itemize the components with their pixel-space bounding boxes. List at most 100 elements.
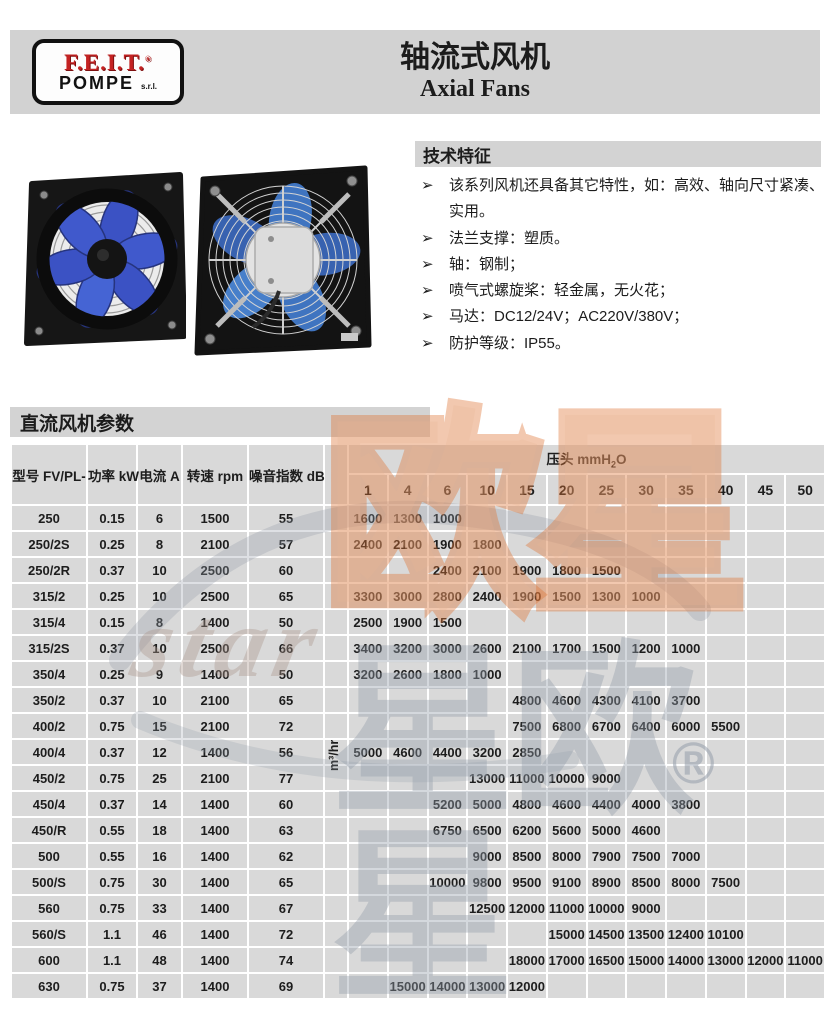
logo-brand: F.E.I.T. xyxy=(64,49,145,75)
value-cell: 16500 xyxy=(585,946,628,974)
table-row: 315/2S 0.37 10 2500 66 3400 3200 3000 26… xyxy=(10,634,826,662)
value-cell xyxy=(426,764,469,792)
value-cell xyxy=(466,920,508,948)
value-cell xyxy=(386,894,429,922)
value-cell: 9000 xyxy=(466,842,508,870)
current-cell: 30 xyxy=(136,868,183,896)
value-cell: 12500 xyxy=(466,894,508,922)
value-cell: 2100 xyxy=(386,530,429,558)
model-cell: 400/4 xyxy=(10,738,88,766)
value-cell: 13500 xyxy=(625,920,667,948)
table-row: 400/2 0.75 15 2100 72 7500 6800 6700 640… xyxy=(10,712,826,740)
model-cell: 500/S xyxy=(10,868,88,896)
table-section-bar: 直流风机参数 xyxy=(10,407,430,437)
flow-unit-cell xyxy=(323,894,349,922)
table-row: 630 0.75 37 1400 69 15000 14000 13000 12… xyxy=(10,972,826,1000)
bullet-arrow-icon: ➢ xyxy=(421,229,434,247)
value-cell xyxy=(704,764,747,792)
table-row: 315/2 0.25 10 2500 65 3300 3000 2800 240… xyxy=(10,582,826,610)
current-cell: 10 xyxy=(136,686,183,714)
value-cell xyxy=(704,686,747,714)
value-cell xyxy=(704,504,747,532)
value-cell: 5000 xyxy=(466,790,508,818)
value-cell xyxy=(665,608,707,636)
current-cell: 6 xyxy=(136,504,183,532)
noise-cell: 74 xyxy=(247,946,325,974)
table-row: 450/R 0.55 18 1400 63 6750 6500 6200 560… xyxy=(10,816,826,844)
flow-unit-cell xyxy=(323,530,349,558)
speed-cell: 2500 xyxy=(181,582,249,610)
value-cell: 4800 xyxy=(506,686,548,714)
value-cell xyxy=(506,504,548,532)
model-cell: 450/4 xyxy=(10,790,88,818)
value-cell: 5600 xyxy=(545,816,588,844)
speed-cell: 1400 xyxy=(181,608,249,636)
value-cell: 4400 xyxy=(426,738,469,766)
flow-unit-cell xyxy=(323,608,349,636)
current-cell: 8 xyxy=(136,530,183,558)
col-header-current: 电流 A xyxy=(136,443,183,506)
model-cell: 400/2 xyxy=(10,712,88,740)
value-cell: 6700 xyxy=(585,712,628,740)
table-body: 250 0.15 6 1500 55 1600 1300 1000 xyxy=(10,504,826,1000)
noise-cell: 62 xyxy=(247,842,325,870)
table-row: 400/4 0.37 12 1400 56 5000 4600 4400 320… xyxy=(10,738,826,766)
value-cell xyxy=(625,738,667,766)
value-cell xyxy=(784,764,826,792)
value-cell: 15000 xyxy=(545,920,588,948)
table-row: 315/4 0.15 8 1400 50 2500 1900 1500 xyxy=(10,608,826,636)
value-cell xyxy=(744,712,787,740)
flow-unit-cell xyxy=(323,556,349,584)
table-row: 450/4 0.37 14 1400 60 5200 5000 4800 460… xyxy=(10,790,826,818)
value-cell: 11000 xyxy=(506,764,548,792)
value-cell: 2100 xyxy=(466,556,508,584)
value-cell: 3700 xyxy=(665,686,707,714)
value-cell xyxy=(665,530,707,558)
power-cell: 0.37 xyxy=(86,790,138,818)
value-cell xyxy=(665,738,707,766)
value-cell xyxy=(744,634,787,662)
value-cell xyxy=(784,868,826,896)
value-cell xyxy=(784,920,826,948)
value-cell: 2600 xyxy=(466,634,508,662)
value-cell: 9800 xyxy=(466,868,508,896)
value-cell xyxy=(744,686,787,714)
value-cell xyxy=(784,504,826,532)
logo-feit-text: F.E.I.T.® xyxy=(64,51,152,74)
pressure-col-header: 35 xyxy=(665,473,707,506)
power-cell: 0.75 xyxy=(86,868,138,896)
value-cell: 15000 xyxy=(625,946,667,974)
value-cell: 1500 xyxy=(545,582,588,610)
value-cell xyxy=(784,816,826,844)
value-cell: 9000 xyxy=(625,894,667,922)
value-cell: 1000 xyxy=(625,582,667,610)
value-cell xyxy=(665,764,707,792)
value-cell xyxy=(386,946,429,974)
value-cell: 1800 xyxy=(426,660,469,688)
value-cell: 1800 xyxy=(545,556,588,584)
value-cell xyxy=(347,556,389,584)
noise-cell: 65 xyxy=(247,868,325,896)
value-cell xyxy=(386,764,429,792)
value-cell xyxy=(585,530,628,558)
value-cell: 1900 xyxy=(386,608,429,636)
value-cell: 1700 xyxy=(545,634,588,662)
value-cell: 7500 xyxy=(625,842,667,870)
value-cell xyxy=(585,972,628,1000)
value-cell xyxy=(665,972,707,1000)
power-cell: 0.37 xyxy=(86,556,138,584)
value-cell: 8500 xyxy=(625,868,667,896)
power-cell: 0.15 xyxy=(86,504,138,532)
noise-cell: 77 xyxy=(247,764,325,792)
model-cell: 350/2 xyxy=(10,686,88,714)
value-cell xyxy=(744,738,787,766)
value-cell xyxy=(784,556,826,584)
table-row: 500 0.55 16 1400 62 9000 8500 8000 7900 … xyxy=(10,842,826,870)
flow-unit-label: m³/hr xyxy=(327,739,341,771)
value-cell xyxy=(744,894,787,922)
value-cell: 12000 xyxy=(506,972,548,1000)
flow-unit-cell xyxy=(323,946,349,974)
value-cell xyxy=(386,920,429,948)
value-cell xyxy=(347,868,389,896)
current-cell: 33 xyxy=(136,894,183,922)
